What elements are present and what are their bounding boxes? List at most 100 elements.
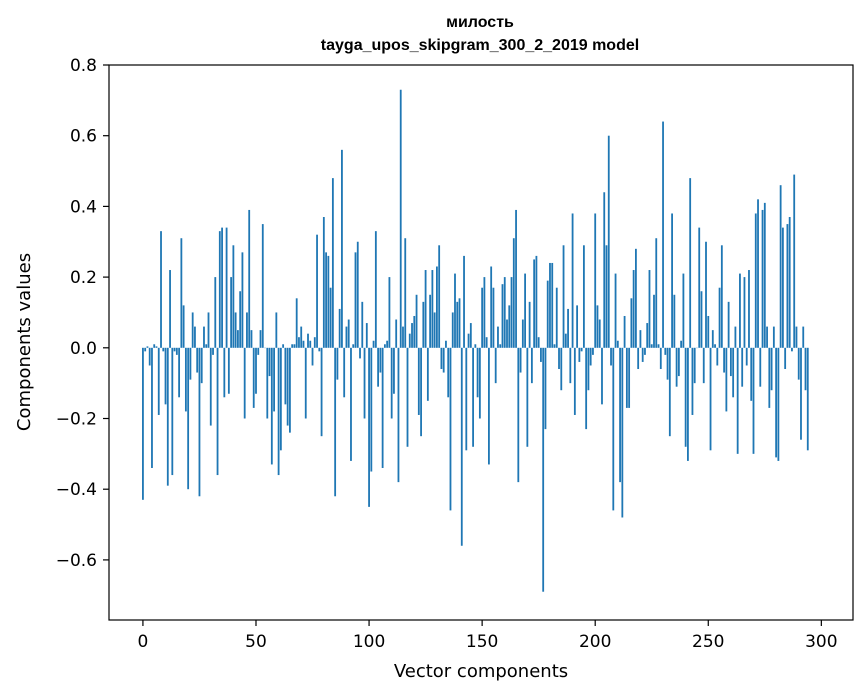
bar-57 [270,347,273,465]
bar-165 [515,209,517,348]
bar-115 [402,326,404,348]
bar-129 [433,312,436,348]
bar-157 [497,326,499,348]
bar-278 [770,347,773,391]
bar-38 [227,347,230,394]
bar-237 [677,347,680,377]
bar-71 [302,340,305,348]
bar-247 [700,291,703,348]
bar-128 [431,270,434,348]
bar-21 [189,347,192,380]
bar-51 [257,347,260,355]
bar-198 [589,347,592,366]
bar-151 [483,277,486,348]
bar-216 [630,298,633,348]
bar-110 [390,347,393,419]
bar-76 [313,337,316,348]
bar-294 [806,347,809,451]
bar-143 [465,347,468,451]
bar-293 [804,347,807,391]
bar-285 [786,224,789,348]
bar-173 [533,259,536,348]
bar-49 [252,347,255,408]
bar-164 [512,238,515,348]
bar-218 [635,248,637,348]
bar-75 [311,347,314,366]
bar-194 [580,347,583,352]
bar-202 [598,319,601,348]
bar-137 [451,312,454,348]
bar-265 [741,347,744,387]
bar-240 [684,347,687,447]
bar-106 [381,347,384,468]
bar-87 [338,308,341,348]
chart-subtitle: tayga_upos_skipgram_300_2_2019 model [321,37,639,54]
bar-199 [592,347,594,355]
bar-112 [395,319,398,348]
bar-56 [268,347,271,377]
bar-222 [644,347,646,355]
bar-138 [454,273,456,348]
bar-206 [607,135,610,348]
bar-58 [273,347,275,412]
bar-5 [153,344,156,348]
bar-104 [377,347,380,387]
bar-29 [207,312,210,348]
bar-53 [261,224,264,348]
bar-52 [259,330,262,348]
bar-219 [637,347,640,370]
bar-47 [248,209,251,348]
bar-284 [784,347,787,370]
bar-4 [151,347,153,468]
bar-257 [723,347,726,373]
bar-169 [524,273,526,348]
bar-144 [467,333,470,348]
bar-176 [540,347,542,362]
bar-62 [282,344,285,348]
bar-113 [397,347,400,483]
bar-105 [379,347,382,373]
bar-28 [205,344,208,348]
bar-277 [768,347,771,408]
bar-114 [399,89,402,348]
bar-126 [426,347,429,401]
bar-15 [175,347,178,355]
bar-17 [180,238,183,348]
bar-162 [508,305,511,348]
bar-20 [187,347,190,490]
bar-120 [413,315,416,348]
bar-36 [223,347,226,398]
bar-133 [442,347,445,373]
bar-33 [216,347,219,476]
bar-274 [761,209,764,348]
bar-266 [743,277,746,348]
bar-275 [763,202,766,348]
bar-235 [673,294,676,348]
bar-183 [555,287,558,348]
bar-171 [528,301,531,348]
plot-frame [108,64,854,621]
bar-136 [449,347,452,511]
bar-23 [194,326,196,348]
bar-290 [797,347,800,380]
bar-154 [490,266,493,348]
bar-130 [436,266,438,348]
bar-50 [255,347,257,394]
bar-268 [748,270,750,348]
bar-101 [370,347,373,472]
bars-group [142,89,809,592]
bar-259 [727,301,730,348]
bar-108 [386,340,389,348]
bar-7 [157,347,160,415]
bar-159 [501,284,504,348]
bar-147 [474,344,477,348]
bar-289 [795,326,798,348]
bar-238 [680,340,683,348]
bar-255 [718,287,721,348]
bar-161 [506,319,508,348]
bar-93 [352,344,355,348]
y-axis: −0.6 −0.4 −0.2 0.0 0.2 0.4 0.6 0.8 [56,56,109,571]
bar-89 [343,347,346,398]
bar-14 [173,347,176,352]
